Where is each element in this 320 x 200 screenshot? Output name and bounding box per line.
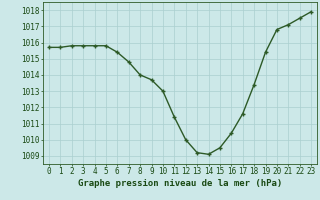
X-axis label: Graphe pression niveau de la mer (hPa): Graphe pression niveau de la mer (hPa)	[78, 179, 282, 188]
